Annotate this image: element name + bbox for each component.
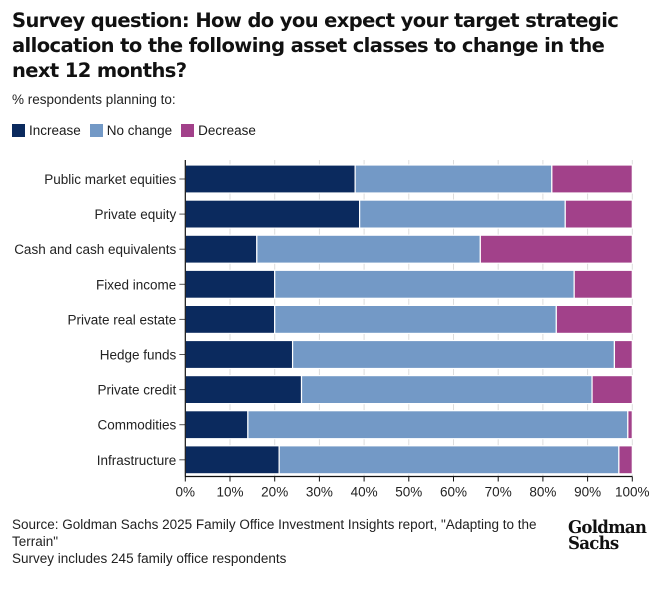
x-tick-label: 40% [351,485,378,500]
legend-item-decrease: Decrease [181,123,256,138]
chart-title: Survey question: How do you expect your … [12,9,619,82]
legend: Increase No change Decrease [12,123,265,138]
bar-increase [184,410,249,440]
x-tick-label: 70% [485,485,512,500]
bar-no-change [300,375,593,405]
bar-no-change [359,199,566,229]
legend-label-decrease: Decrease [198,123,256,138]
source-note: Source: Goldman Sachs 2025 Family Office… [12,517,537,549]
y-tick-label: Fixed income [96,277,176,292]
bar-decrease [613,339,633,370]
bar-increase [184,375,303,405]
bar-decrease [564,199,633,229]
bar-no-change [274,304,557,334]
bar-no-change [256,234,481,264]
footer: Source: Goldman Sachs 2025 Family Office… [12,516,572,567]
x-tick-label: 100% [615,485,650,500]
bar-increase [184,234,258,264]
y-tick-label: Cash and cash equivalents [14,242,176,257]
stacked-bar-chart: Public market equities Private equity Cash… [14,160,650,500]
legend-label-increase: Increase [29,123,81,138]
bar-increase [184,269,276,299]
bar-no-change [247,410,629,440]
x-tick-label: 90% [574,485,601,500]
bar-increase [184,445,280,475]
bar-increase [184,339,294,370]
bar-decrease [479,234,633,264]
legend-swatch-no-change [89,124,103,137]
x-tick-label: 0% [176,485,196,500]
legend-label-no-change: No change [106,123,173,138]
y-tick-label: Commodities [98,418,177,433]
bar-increase [184,164,356,194]
bar-no-change [274,269,575,299]
bar-decrease [591,375,633,405]
logo-line-1: Goldman [568,517,647,538]
legend-swatch-decrease [181,124,195,137]
legend-swatch-increase [12,124,25,137]
x-tick-label: 80% [529,485,556,500]
y-tick-label: Private credit [98,383,177,398]
y-tick-label: Public market equities [44,172,176,187]
x-tick-label: 20% [261,485,288,500]
bar-no-change [291,339,616,370]
x-tick-label: 50% [395,485,422,500]
goldman-sachs-logo: Goldman Sachs [568,517,647,554]
x-tick-label: 60% [440,485,467,500]
bar-decrease [618,445,633,475]
bar-decrease [555,304,633,334]
bar-decrease [573,269,633,299]
bar-decrease [627,410,633,440]
bar-decrease [551,164,633,194]
y-tick-label: Hedge funds [100,348,177,363]
bar-no-change [278,445,620,475]
bar-increase [184,199,361,229]
y-tick-label: Private equity [95,207,177,222]
y-tick-label: Private real estate [67,312,176,327]
legend-item-no-change: No change [89,123,173,138]
bar-no-change [354,164,553,194]
logo-line-2: Sachs [568,533,619,554]
y-tick-label: Infrastructure [97,453,177,468]
x-tick-label: 10% [216,485,243,500]
legend-item-increase: Increase [12,123,81,138]
x-tick-label: 30% [306,485,333,500]
chart-subtitle: % respondents planning to: [12,92,176,107]
bar-increase [184,304,276,334]
respondents-note: Survey includes 245 family office respon… [12,551,287,566]
